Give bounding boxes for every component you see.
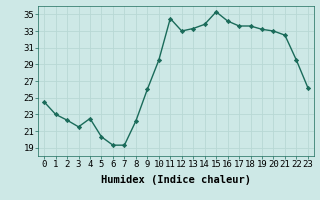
- X-axis label: Humidex (Indice chaleur): Humidex (Indice chaleur): [101, 175, 251, 185]
